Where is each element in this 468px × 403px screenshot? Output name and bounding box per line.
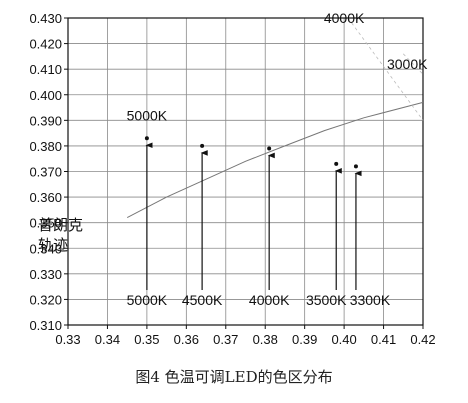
x-tick-label: 0.42 [410, 332, 435, 347]
grid [68, 18, 423, 325]
x-tick-label: 0.41 [371, 332, 396, 347]
y-tick-label: 0.430 [29, 11, 62, 26]
planck-locus-label: 普朗克 [38, 216, 83, 234]
data-point [144, 136, 149, 141]
tick-labels: 0.33 0.34 0.35 0.36 0.37 0.38 0.39 0.40 0.41 0.42… [29, 11, 435, 347]
x-tick-label: 0.40 [331, 332, 356, 347]
y-tick-label: 0.310 [29, 318, 62, 333]
y-tick-label: 0.320 [29, 292, 62, 307]
y-tick-label: 0.340 [29, 241, 62, 256]
cct-label: 4000K [249, 292, 290, 308]
y-tick-label: 0.370 [29, 165, 62, 180]
y-tick-label: 0.350 [29, 216, 62, 231]
planck-locus [126, 17, 424, 219]
y-tick-label: 0.390 [29, 113, 62, 128]
cct-label: 3300K [350, 292, 391, 308]
planck-locus-line [126, 101, 424, 219]
data-point [334, 161, 339, 166]
cct-label: 3000K [387, 56, 428, 72]
x-tick-label: 0.36 [174, 332, 199, 347]
y-tick-label: 0.420 [29, 37, 62, 52]
cct-label: 5000K [127, 292, 168, 308]
figure-caption: 图4 色温可调LED的色区分布 [135, 368, 333, 386]
y-tick-label: 0.330 [29, 267, 62, 282]
x-tick-label: 0.34 [95, 332, 120, 347]
data-point [200, 143, 205, 148]
y-tick-label: 0.410 [29, 62, 62, 77]
data-point [267, 146, 272, 151]
x-tick-label: 0.39 [292, 332, 317, 347]
x-tick-label: 0.38 [253, 332, 278, 347]
data-point [353, 164, 358, 169]
cct-label: 3500K [306, 292, 347, 308]
x-tick-label: 0.35 [134, 332, 159, 347]
cct-label: 4000K [324, 10, 365, 26]
x-tick-label: 0.37 [213, 332, 238, 347]
y-tick-label: 0.360 [29, 190, 62, 205]
axes [64, 17, 424, 329]
cct-label: 5000K [127, 107, 168, 123]
data-points [144, 136, 362, 290]
planck-locus-label: 轨迹 [38, 236, 68, 254]
cct-label: 4500K [182, 292, 223, 308]
y-tick-label: 0.380 [29, 139, 62, 154]
guide-line [402, 53, 424, 75]
x-tick-label: 0.33 [55, 332, 80, 347]
y-tick-label: 0.400 [29, 88, 62, 103]
